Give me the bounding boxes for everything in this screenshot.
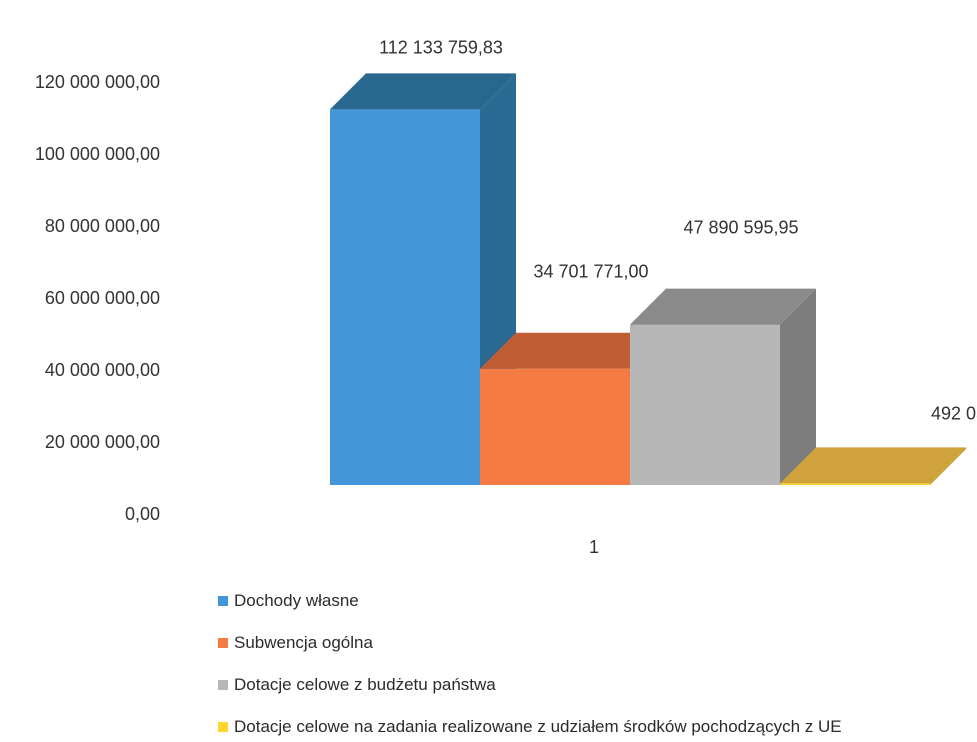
bar-top-face (480, 332, 666, 369)
x-category-label: 1 (589, 537, 599, 557)
legend-label: Dochody własne (234, 591, 359, 610)
y-tick-label: 80 000 000,00 (45, 216, 160, 236)
legend-swatch (218, 638, 228, 648)
data-label-4: 492 053,94 (931, 403, 977, 423)
bar-top-face (630, 288, 816, 325)
legend-swatch (218, 596, 228, 606)
bar-front-face (630, 324, 780, 485)
data-label-2: 34 701 771,00 (533, 262, 648, 282)
y-tick-label: 100 000 000,00 (35, 144, 160, 164)
bar-top-face (330, 73, 516, 110)
value-labels: 112 133 759,83 34 701 771,00 47 890 595,95… (379, 37, 977, 423)
data-label-3: 47 890 595,95 (683, 218, 798, 238)
y-tick-label: 60 000 000,00 (45, 288, 160, 308)
bar-front-face (780, 483, 930, 485)
bar-top-face (780, 447, 966, 484)
bar-side-face (780, 288, 816, 485)
bar-front-face (330, 109, 480, 486)
legend-item-3: Dotacje celowe z budżetu państwa (218, 674, 842, 696)
legend-label: Dotacje celowe na zadania realizowane z … (234, 717, 842, 736)
legend-item-1: Dochody własne (218, 590, 842, 612)
y-tick-label: 40 000 000,00 (45, 360, 160, 380)
legend-label: Dotacje celowe z budżetu państwa (234, 675, 496, 694)
legend-label: Subwencja ogólna (234, 633, 373, 652)
y-tick-label: 120 000 000,00 (35, 72, 160, 92)
bar-4 (780, 447, 966, 485)
y-tick-label: 20 000 000,00 (45, 432, 160, 452)
bars (330, 73, 966, 486)
bar-front-face (480, 368, 630, 485)
bar-side-face (930, 447, 966, 485)
y-tick-label: 0,00 (125, 504, 160, 524)
legend-item-2: Subwencja ogólna (218, 632, 842, 654)
data-label-1: 112 133 759,83 (379, 37, 503, 57)
legend-swatch (218, 680, 228, 690)
bar-3 (630, 288, 816, 485)
legend-swatch (218, 722, 228, 732)
legend-item-4: Dotacje celowe na zadania realizowane z … (218, 716, 842, 738)
legend: Dochody własne Subwencja ogólna Dotacje ce… (218, 590, 842, 738)
y-axis: 0,00 20 000 000,00 40 000 000,00 60 000 000… (35, 72, 160, 524)
